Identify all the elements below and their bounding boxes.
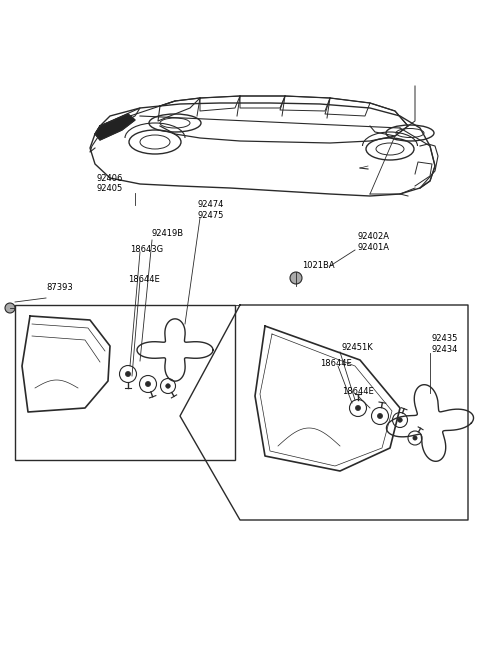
Circle shape	[290, 272, 302, 284]
Text: 92451K: 92451K	[342, 344, 374, 352]
Text: 92406
92405: 92406 92405	[97, 174, 123, 193]
Text: 1021BA: 1021BA	[302, 262, 335, 270]
Circle shape	[377, 413, 383, 419]
Circle shape	[166, 384, 170, 388]
Text: 18644E: 18644E	[320, 359, 352, 369]
Polygon shape	[95, 114, 135, 140]
Circle shape	[125, 371, 131, 377]
Bar	[15, 305, 235, 460]
Text: 18644E: 18644E	[128, 276, 160, 285]
Circle shape	[145, 381, 151, 386]
Text: 18643G: 18643G	[130, 245, 163, 255]
Text: 92402A
92401A: 92402A 92401A	[358, 232, 390, 252]
Circle shape	[413, 436, 417, 440]
Circle shape	[356, 405, 360, 411]
Text: 92419B: 92419B	[152, 230, 184, 239]
Text: 92474
92475: 92474 92475	[198, 200, 224, 220]
Circle shape	[398, 418, 402, 422]
Text: 18644E: 18644E	[342, 388, 374, 396]
Circle shape	[5, 303, 15, 313]
Text: 87393: 87393	[46, 283, 73, 293]
Text: 92435
92434: 92435 92434	[432, 335, 458, 354]
